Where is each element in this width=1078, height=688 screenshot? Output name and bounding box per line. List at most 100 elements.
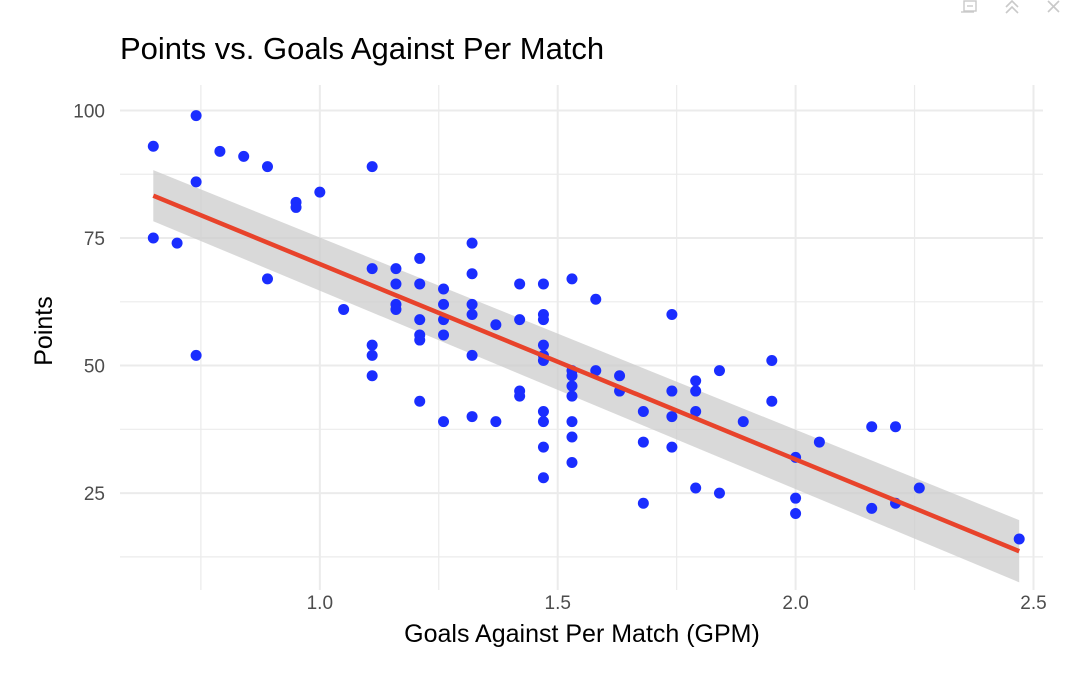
data-point — [338, 303, 350, 315]
data-point — [913, 482, 925, 494]
data-point — [566, 416, 578, 428]
data-point — [466, 411, 478, 423]
x-axis-ticks: 1.0 1.5 2.0 2.5 — [307, 593, 1047, 614]
data-point — [537, 472, 549, 484]
data-point — [537, 416, 549, 428]
data-point — [466, 309, 478, 321]
data-point — [566, 431, 578, 443]
data-point — [590, 293, 602, 305]
y-axis-ticks: 25 50 75 100 — [73, 102, 105, 506]
data-point — [537, 405, 549, 417]
data-point — [690, 405, 702, 417]
data-point — [690, 385, 702, 397]
data-point — [414, 395, 426, 407]
close-glyph — [1047, 0, 1060, 13]
data-point — [537, 278, 549, 290]
data-point — [490, 416, 502, 428]
data-point — [866, 421, 878, 433]
data-point — [171, 237, 183, 249]
data-point — [566, 370, 578, 382]
data-point — [390, 263, 402, 275]
data-point — [466, 349, 478, 361]
data-point — [514, 314, 526, 326]
collapse-icon[interactable] — [1002, 0, 1022, 14]
data-point — [414, 334, 426, 346]
x-axis-title: Goals Against Per Match (GPM) — [404, 620, 760, 648]
data-point — [890, 421, 902, 433]
data-point — [366, 339, 378, 351]
data-point — [566, 380, 578, 392]
data-point — [813, 436, 825, 448]
y-tick-label: 100 — [73, 102, 105, 123]
confidence-band — [153, 170, 1020, 583]
x-tick-label: 1.5 — [545, 593, 571, 614]
y-tick-label: 25 — [84, 484, 105, 505]
data-point — [261, 273, 273, 285]
data-point — [466, 268, 478, 280]
data-point — [190, 110, 202, 122]
data-point — [366, 370, 378, 382]
data-point — [366, 263, 378, 275]
data-point — [637, 497, 649, 509]
data-point — [566, 456, 578, 468]
data-point — [713, 365, 725, 377]
export-icon[interactable] — [960, 0, 980, 14]
data-point — [147, 232, 159, 244]
data-point — [390, 278, 402, 290]
data-point — [438, 298, 450, 310]
close-icon[interactable] — [1044, 0, 1064, 14]
data-point — [537, 441, 549, 453]
y-tick-label: 50 — [84, 357, 105, 378]
data-point — [490, 319, 502, 331]
data-point — [314, 186, 326, 198]
data-point — [514, 390, 526, 402]
data-point — [566, 390, 578, 402]
data-point — [290, 201, 302, 213]
x-tick-label: 2.5 — [1020, 593, 1046, 614]
data-point — [790, 492, 802, 504]
data-point — [514, 278, 526, 290]
y-axis-title: Points — [30, 296, 58, 365]
data-point — [713, 487, 725, 499]
data-point — [614, 370, 626, 382]
data-point — [238, 150, 250, 162]
data-point — [438, 416, 450, 428]
data-point — [438, 329, 450, 341]
data-point — [590, 365, 602, 377]
data-point — [214, 145, 226, 157]
data-point — [690, 482, 702, 494]
data-point — [438, 283, 450, 295]
x-tick-label: 2.0 — [782, 593, 808, 614]
data-point — [766, 354, 778, 366]
data-point — [666, 441, 678, 453]
data-point — [637, 405, 649, 417]
trend-line — [152, 193, 1021, 554]
data-point — [537, 339, 549, 351]
data-point — [737, 416, 749, 428]
data-point — [637, 436, 649, 448]
data-point — [466, 237, 478, 249]
data-point — [366, 161, 378, 173]
data-point — [366, 349, 378, 361]
data-point — [866, 502, 878, 514]
data-point — [147, 140, 159, 152]
x-tick-label: 1.0 — [307, 593, 333, 614]
data-point — [414, 278, 426, 290]
data-point — [414, 314, 426, 326]
trend-line-layer — [152, 193, 1021, 554]
data-point — [666, 385, 678, 397]
data-point — [666, 309, 678, 321]
data-point — [790, 507, 802, 519]
window-controls — [960, 0, 1064, 14]
collapse-glyph — [1005, 0, 1019, 14]
confidence-band-layer — [153, 170, 1020, 583]
data-point — [666, 411, 678, 423]
chart-title: Points vs. Goals Against Per Match — [120, 31, 604, 66]
data-point — [414, 252, 426, 264]
data-point — [766, 395, 778, 407]
data-point — [190, 176, 202, 188]
data-point — [1013, 533, 1025, 545]
data-point — [537, 314, 549, 326]
data-point — [190, 349, 202, 361]
